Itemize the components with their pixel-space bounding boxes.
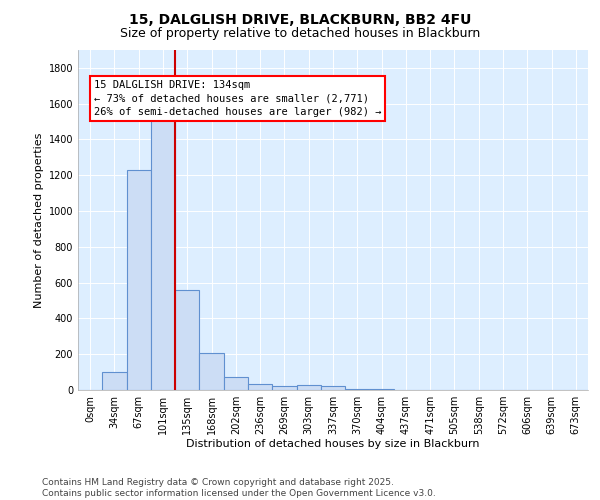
Text: Contains HM Land Registry data © Crown copyright and database right 2025.
Contai: Contains HM Land Registry data © Crown c… [42, 478, 436, 498]
X-axis label: Distribution of detached houses by size in Blackburn: Distribution of detached houses by size … [186, 438, 480, 448]
Bar [127, 170, 151, 390]
Bar [175, 290, 199, 390]
Bar [224, 376, 248, 390]
Bar [370, 389, 394, 390]
Bar [321, 386, 345, 390]
Text: Size of property relative to detached houses in Blackburn: Size of property relative to detached ho… [120, 28, 480, 40]
Bar [248, 384, 272, 390]
Bar [272, 386, 296, 390]
Text: 15 DALGLISH DRIVE: 134sqm
← 73% of detached houses are smaller (2,771)
26% of se: 15 DALGLISH DRIVE: 134sqm ← 73% of detac… [94, 80, 381, 117]
Bar [345, 389, 370, 390]
Y-axis label: Number of detached properties: Number of detached properties [34, 132, 44, 308]
Bar [199, 354, 224, 390]
Bar [102, 372, 127, 390]
Bar [151, 116, 175, 390]
Text: 15, DALGLISH DRIVE, BLACKBURN, BB2 4FU: 15, DALGLISH DRIVE, BLACKBURN, BB2 4FU [129, 12, 471, 26]
Bar [296, 384, 321, 390]
